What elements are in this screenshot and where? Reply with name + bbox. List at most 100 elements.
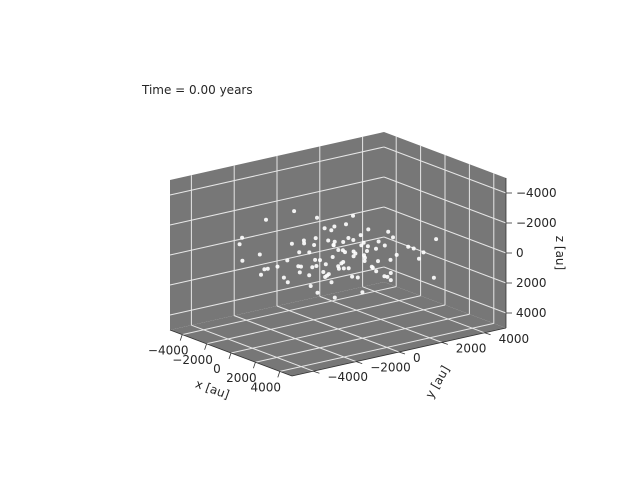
data-point <box>362 253 366 258</box>
z-tick-label: 4000 <box>516 306 547 320</box>
z-tick-label: 2000 <box>516 276 547 290</box>
data-point <box>321 270 326 274</box>
data-point <box>358 233 363 238</box>
y-tick-label: 2000 <box>456 341 487 355</box>
data-point <box>301 238 306 243</box>
grid-z-back <box>383 236 507 284</box>
data-point <box>341 266 346 271</box>
grid-z-back <box>383 206 507 254</box>
data-point <box>315 215 319 220</box>
data-point <box>285 258 290 263</box>
grid-z-left <box>169 236 385 286</box>
data-point <box>326 238 331 243</box>
data-point <box>421 250 426 255</box>
z-tick-label: −4000 <box>516 186 557 200</box>
data-point <box>257 252 262 257</box>
data-point <box>312 243 317 247</box>
y-tick-label: 4000 <box>499 332 530 346</box>
data-point <box>351 213 355 218</box>
data-point <box>318 258 322 263</box>
data-point <box>365 249 369 253</box>
x-tick-mark <box>204 343 207 350</box>
data-point <box>302 241 307 246</box>
data-point <box>336 264 341 269</box>
y-tick-mark <box>484 332 491 336</box>
data-point <box>314 264 319 268</box>
data-point <box>394 252 399 257</box>
x-tick-label: −4000 <box>148 344 189 358</box>
data-point <box>323 275 328 279</box>
grid-z-back <box>383 266 507 314</box>
y-tick-mark <box>313 370 320 374</box>
data-point <box>355 275 360 280</box>
data-point <box>308 284 313 288</box>
grid-y-floor <box>276 305 400 353</box>
grid-z-left <box>169 146 385 196</box>
data-point <box>341 240 346 244</box>
grid-lines <box>169 136 507 372</box>
grid-y-floor <box>319 295 442 343</box>
data-point <box>262 267 267 272</box>
data-point <box>385 274 390 279</box>
data-point <box>374 269 379 274</box>
data-point <box>329 228 334 233</box>
data-points <box>237 209 439 300</box>
data-point <box>332 224 337 229</box>
x-tick-label: 4000 <box>251 380 282 394</box>
y-tick-mark <box>441 342 448 345</box>
data-point <box>310 265 315 270</box>
data-point <box>382 274 387 279</box>
y-tick-mark <box>356 361 363 364</box>
data-point <box>299 264 303 269</box>
data-point <box>431 275 436 280</box>
data-point <box>351 249 356 254</box>
y-tick-label: 0 <box>413 351 421 365</box>
data-point <box>259 272 263 277</box>
data-point <box>388 271 393 275</box>
data-point <box>360 290 365 295</box>
data-point <box>365 244 370 249</box>
data-point <box>369 264 374 269</box>
data-point <box>240 235 245 240</box>
data-point <box>297 270 302 275</box>
data-point <box>332 295 337 300</box>
data-point <box>322 226 327 231</box>
data-point <box>434 237 439 242</box>
grid-z-left <box>169 206 385 256</box>
data-point <box>313 236 318 241</box>
grid-y-floor <box>234 315 357 363</box>
grid-z-left <box>169 266 385 316</box>
x-tick-label: 0 <box>213 362 221 376</box>
data-point <box>336 248 341 252</box>
data-point <box>406 244 411 249</box>
data-point <box>339 261 344 266</box>
data-point <box>289 241 294 246</box>
data-point <box>344 222 348 227</box>
data-point <box>307 273 312 278</box>
x-tick-mark <box>277 371 281 378</box>
data-point <box>285 280 290 285</box>
data-point <box>292 209 297 214</box>
data-point <box>281 275 286 280</box>
z-tick-label: 0 <box>516 246 524 260</box>
y-tick-mark <box>398 351 406 355</box>
data-point <box>264 217 268 222</box>
x-tick-label: 2000 <box>226 371 257 385</box>
data-point <box>330 255 335 259</box>
data-point <box>332 239 337 244</box>
data-point <box>343 250 347 255</box>
data-point <box>329 280 334 285</box>
x-tick-mark <box>228 352 232 360</box>
data-point <box>359 243 364 248</box>
grid-z-back <box>383 176 507 224</box>
z-tick-label: −2000 <box>516 216 557 230</box>
x-tick-mark <box>253 362 256 369</box>
data-point <box>315 290 320 295</box>
data-point <box>323 262 328 267</box>
grid-z-left <box>169 176 385 226</box>
data-point <box>351 238 356 242</box>
data-point <box>417 256 421 261</box>
data-point <box>386 229 391 234</box>
data-point <box>382 243 387 248</box>
